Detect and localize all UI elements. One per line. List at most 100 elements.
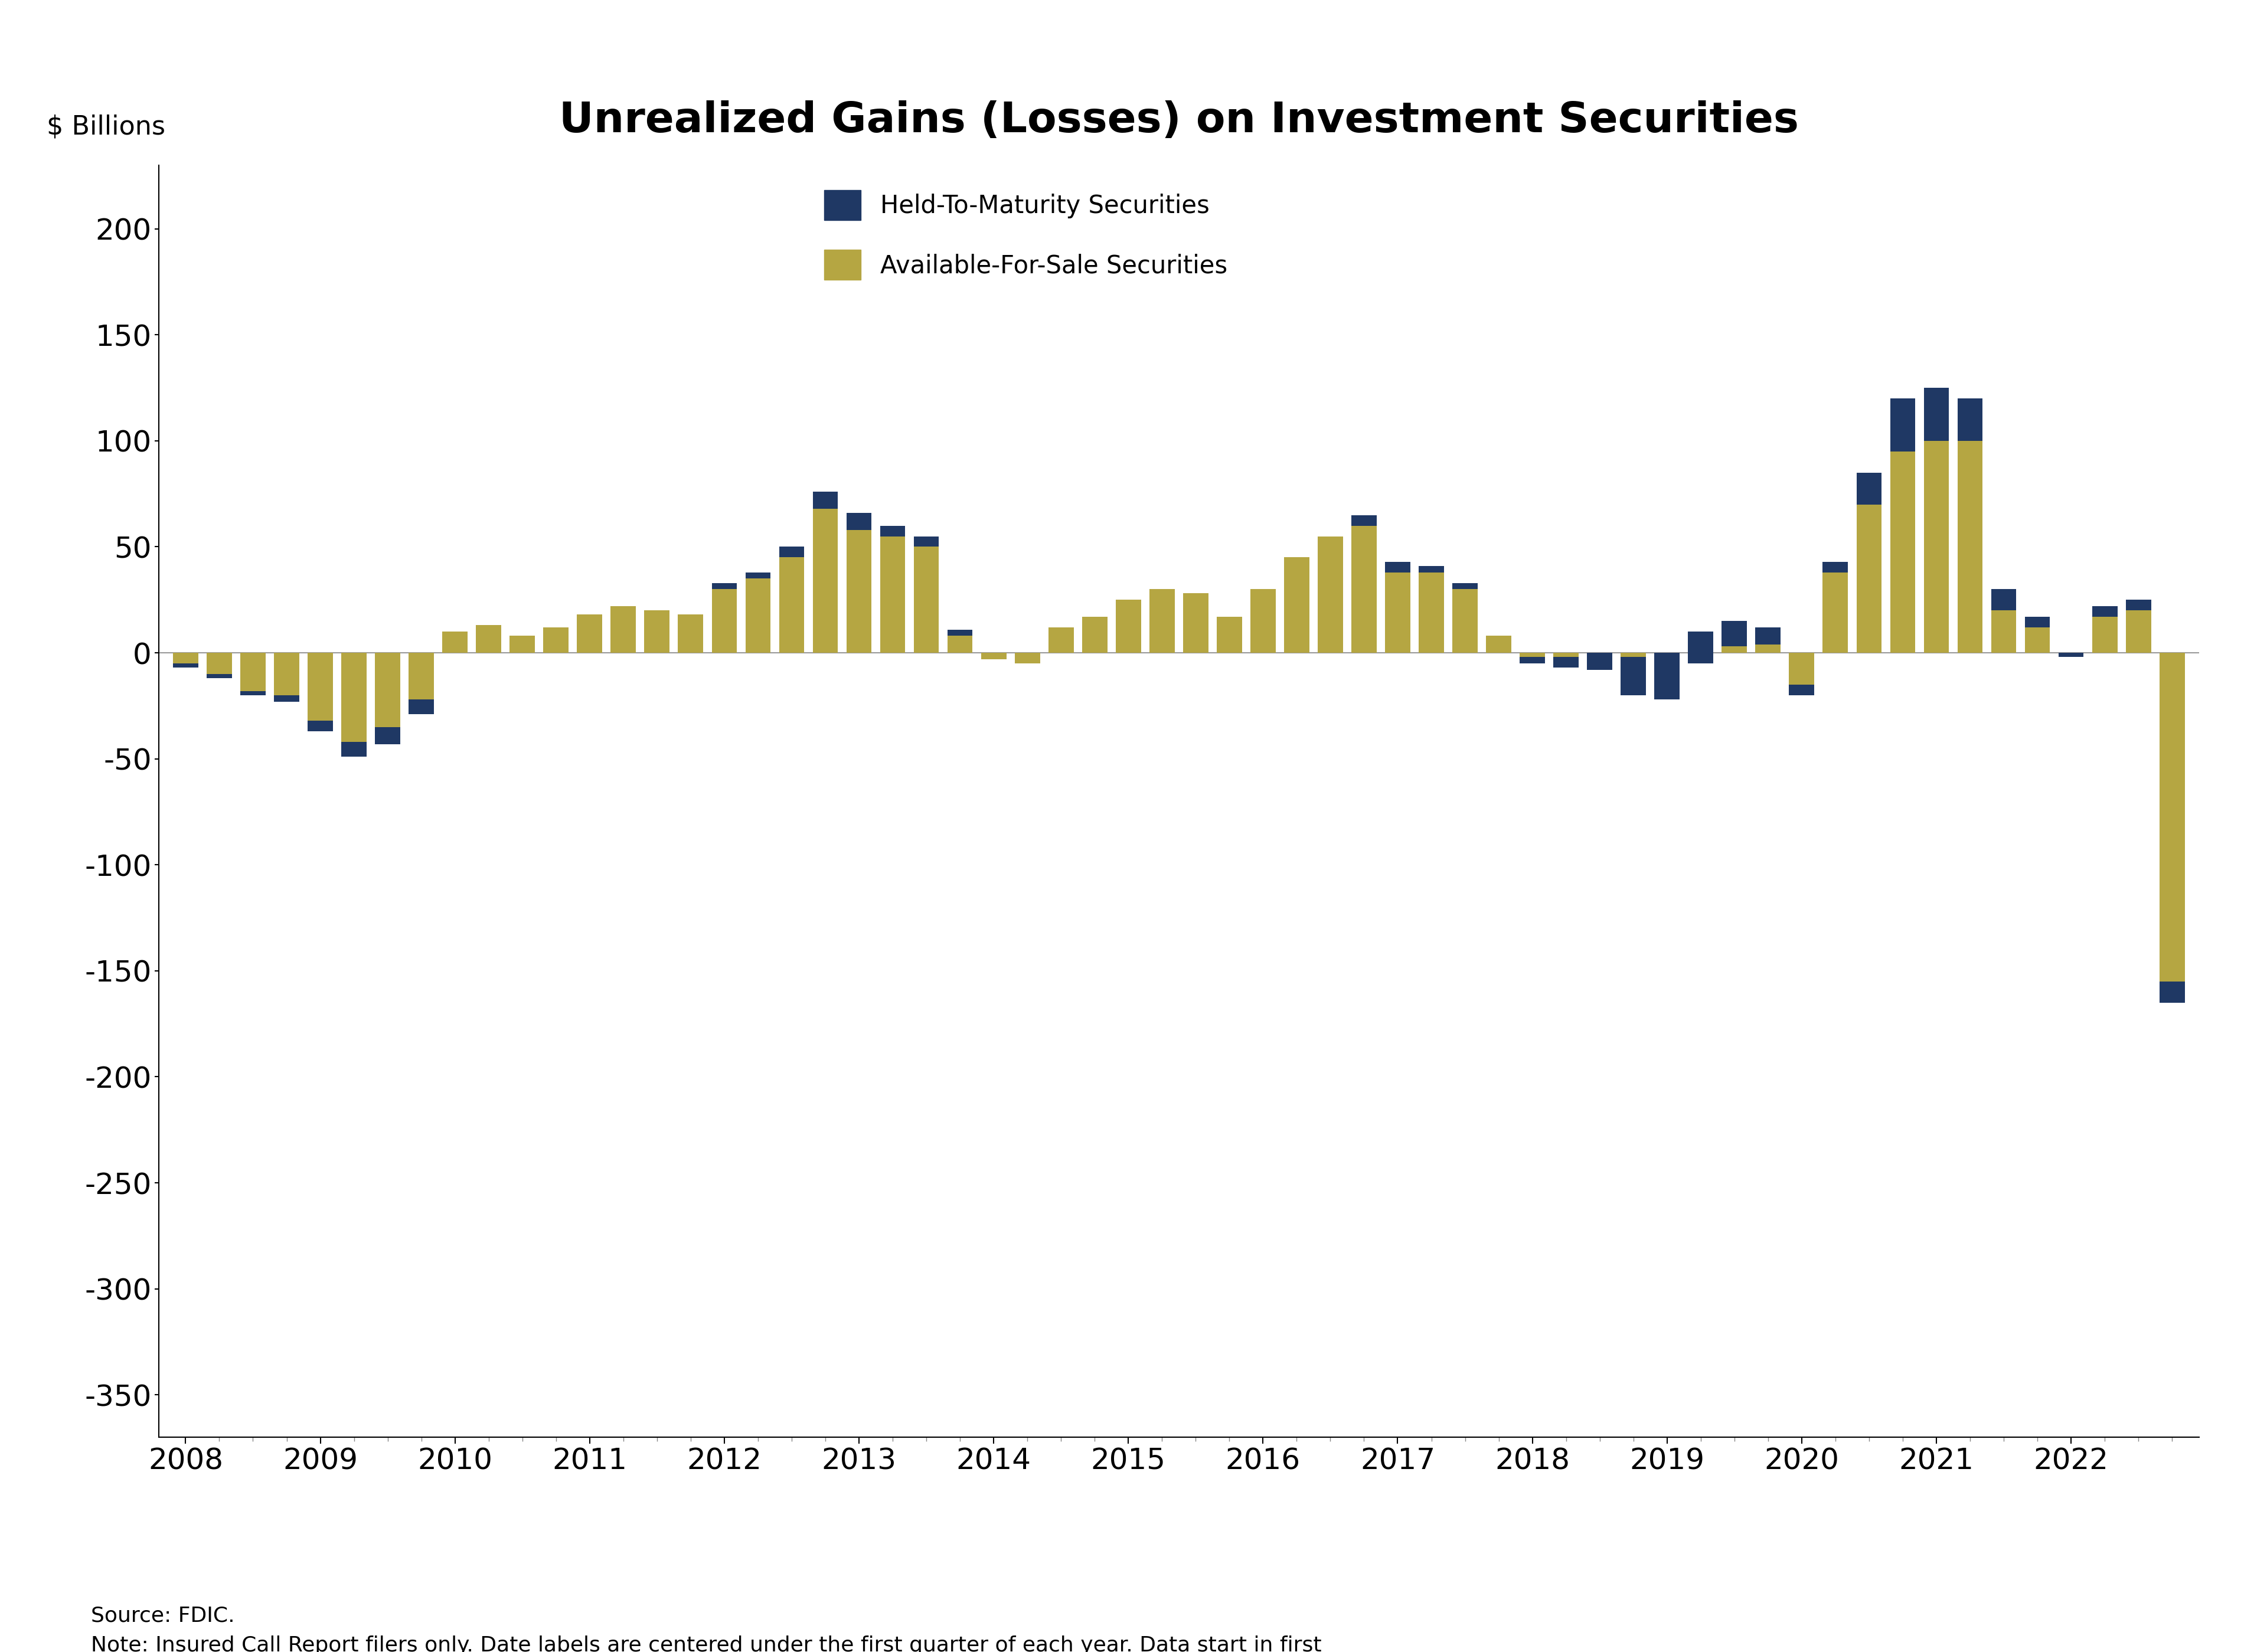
- Bar: [374, 727, 401, 743]
- Bar: [1891, 398, 1916, 451]
- Bar: [780, 557, 805, 653]
- Bar: [1823, 572, 1848, 653]
- Bar: [1553, 653, 1578, 657]
- Bar: [1990, 590, 2015, 611]
- Bar: [274, 695, 299, 702]
- Bar: [1519, 653, 1546, 657]
- Bar: [712, 590, 737, 653]
- Bar: [374, 653, 401, 727]
- Bar: [1251, 590, 1276, 653]
- Bar: [2058, 653, 2083, 657]
- Bar: [172, 653, 197, 664]
- Bar: [1351, 515, 1376, 525]
- Bar: [812, 492, 839, 509]
- Bar: [1553, 657, 1578, 667]
- Bar: [1283, 557, 1310, 653]
- Bar: [308, 653, 333, 720]
- Bar: [948, 636, 973, 653]
- Bar: [982, 653, 1007, 659]
- Bar: [746, 578, 771, 653]
- Bar: [1016, 653, 1041, 664]
- Bar: [1721, 621, 1748, 646]
- Bar: [2126, 600, 2151, 653]
- Bar: [1487, 636, 1512, 653]
- Bar: [880, 537, 905, 653]
- Bar: [948, 629, 973, 636]
- Bar: [1857, 472, 1882, 504]
- Bar: [1149, 590, 1174, 653]
- Bar: [1925, 388, 1950, 441]
- Bar: [846, 530, 871, 653]
- Bar: [712, 583, 737, 590]
- Bar: [1385, 572, 1410, 653]
- Bar: [914, 537, 939, 547]
- Bar: [1419, 567, 1444, 572]
- Bar: [240, 691, 265, 695]
- Bar: [2024, 628, 2049, 653]
- Bar: [172, 664, 197, 667]
- Bar: [1453, 583, 1478, 590]
- Bar: [1453, 590, 1478, 653]
- Bar: [2092, 606, 2117, 653]
- Title: Unrealized Gains (Losses) on Investment Securities: Unrealized Gains (Losses) on Investment …: [560, 101, 1798, 142]
- Bar: [846, 512, 871, 530]
- Bar: [1956, 441, 1984, 653]
- Bar: [1823, 562, 1848, 572]
- Bar: [408, 699, 433, 714]
- Bar: [1789, 684, 1814, 695]
- Bar: [1385, 562, 1410, 572]
- Bar: [1755, 628, 1780, 653]
- Bar: [274, 653, 299, 695]
- Bar: [610, 606, 637, 653]
- Bar: [1789, 653, 1814, 684]
- Bar: [240, 653, 265, 691]
- Bar: [1721, 621, 1748, 653]
- Bar: [2092, 606, 2117, 616]
- Bar: [880, 525, 905, 537]
- Bar: [812, 509, 839, 653]
- Bar: [1419, 572, 1444, 653]
- Text: Note: Insured Call Report filers only. Date labels are centered under the first : Note: Insured Call Report filers only. D…: [91, 1635, 1322, 1652]
- Bar: [1047, 628, 1075, 653]
- Text: $ Billions: $ Billions: [48, 114, 165, 140]
- Bar: [1857, 504, 1882, 653]
- Bar: [442, 631, 467, 653]
- Bar: [1217, 616, 1242, 653]
- Bar: [1689, 631, 1714, 653]
- Bar: [1317, 537, 1342, 653]
- Bar: [1519, 657, 1546, 664]
- Bar: [2160, 653, 2185, 981]
- Bar: [780, 547, 805, 557]
- Bar: [308, 720, 333, 732]
- Bar: [342, 742, 367, 757]
- Bar: [1990, 611, 2015, 653]
- Bar: [1655, 653, 1680, 699]
- Bar: [1115, 600, 1140, 653]
- Bar: [746, 572, 771, 578]
- Legend: Held-To-Maturity Securities, Available-For-Sale Securities: Held-To-Maturity Securities, Available-F…: [823, 190, 1229, 279]
- Bar: [1351, 525, 1376, 653]
- Bar: [206, 674, 231, 679]
- Bar: [678, 615, 703, 653]
- Text: Source: FDIC.: Source: FDIC.: [91, 1606, 234, 1626]
- Bar: [2126, 600, 2151, 611]
- Bar: [1587, 653, 1612, 669]
- Bar: [1891, 451, 1916, 653]
- Bar: [1925, 441, 1950, 653]
- Bar: [1689, 631, 1714, 664]
- Bar: [1081, 616, 1106, 653]
- Bar: [510, 636, 535, 653]
- Bar: [206, 653, 231, 674]
- Bar: [342, 653, 367, 742]
- Bar: [1755, 628, 1780, 644]
- Bar: [2160, 981, 2185, 1003]
- Bar: [408, 653, 433, 699]
- Bar: [644, 611, 669, 653]
- Bar: [578, 615, 603, 653]
- Bar: [1956, 398, 1984, 441]
- Bar: [544, 628, 569, 653]
- Bar: [476, 624, 501, 653]
- Bar: [914, 547, 939, 653]
- Bar: [1621, 657, 1646, 695]
- Bar: [1621, 653, 1646, 657]
